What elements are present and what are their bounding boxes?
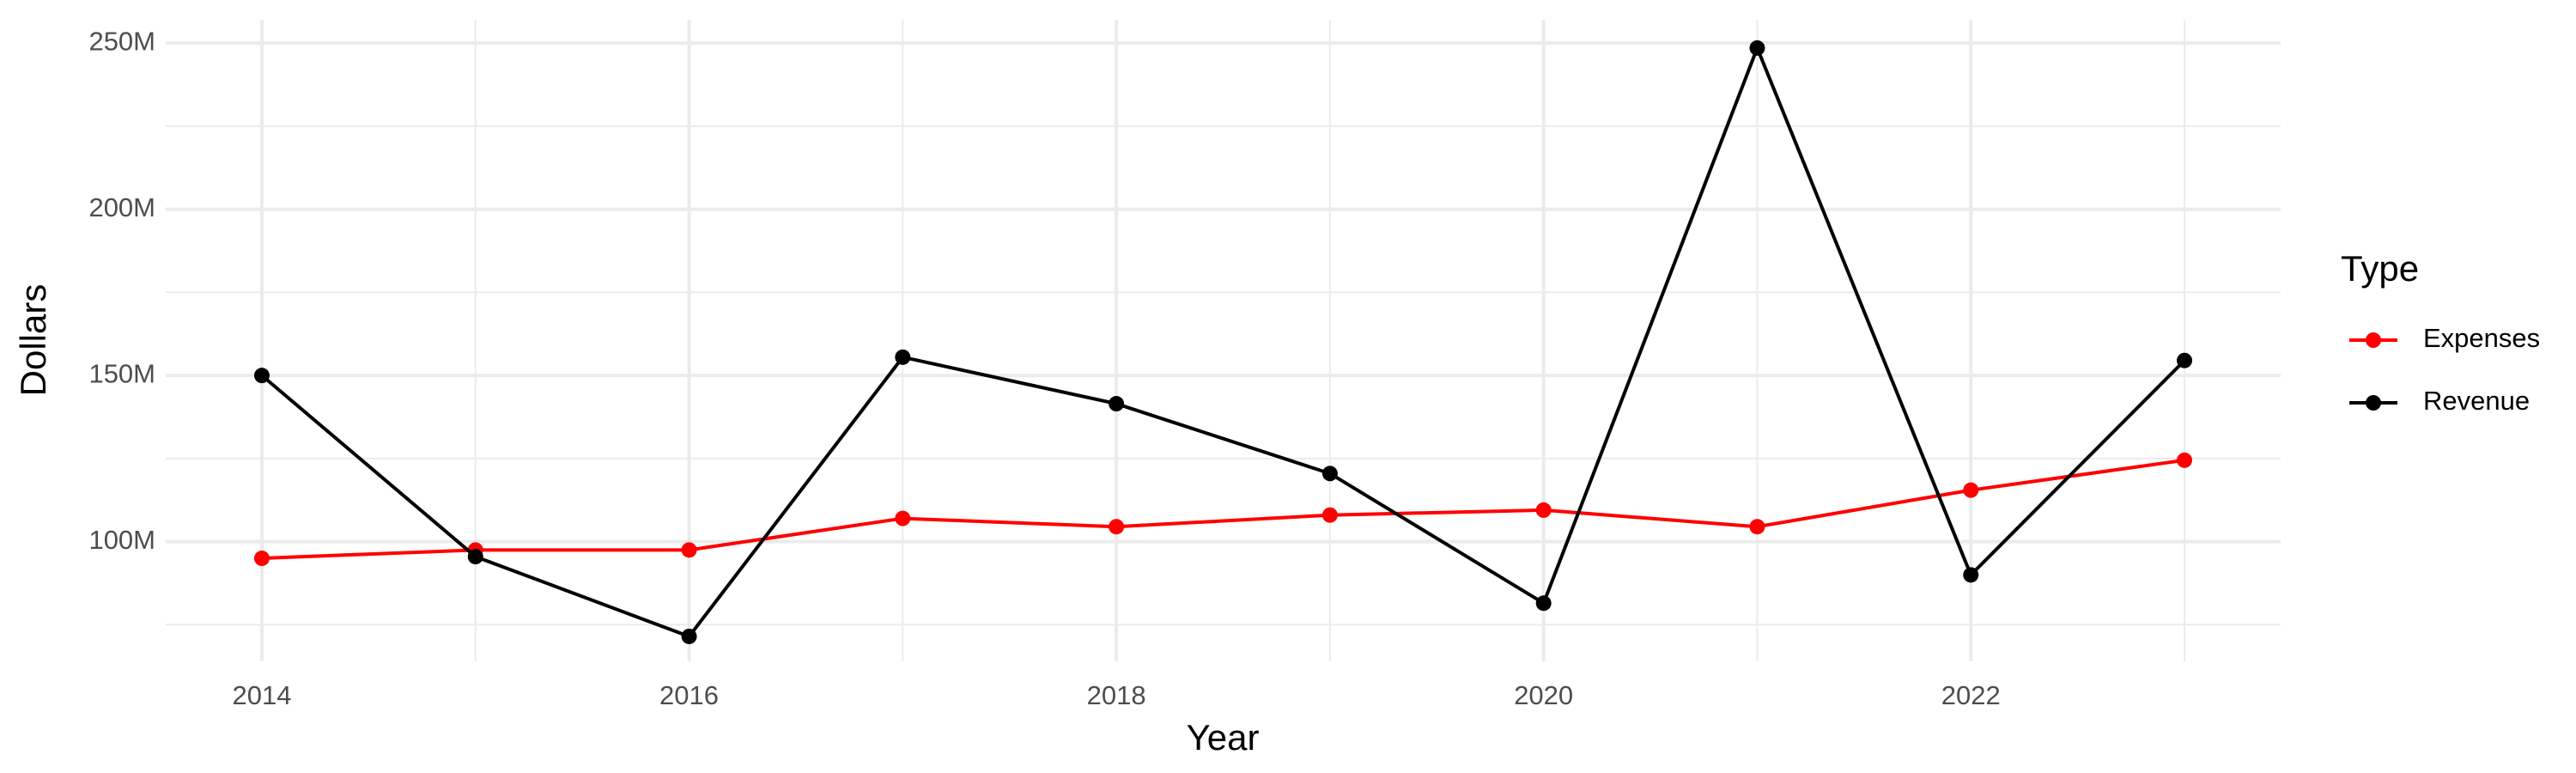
- data-point: [895, 510, 911, 526]
- series-line: [260, 43, 2186, 639]
- y-tick-label: 200M: [88, 192, 155, 222]
- data-point: [1321, 466, 1338, 482]
- data-point: [1963, 482, 1979, 498]
- x-tick-label: 2014: [232, 680, 291, 710]
- y-axis-title: Dollars: [13, 284, 53, 397]
- data-point: [1535, 595, 1552, 612]
- y-tick-label: 150M: [88, 358, 155, 388]
- y-tick-label: 250M: [88, 26, 155, 56]
- x-tick-label: 2022: [1941, 680, 2001, 710]
- data-point: [1749, 40, 1765, 56]
- series-line: [261, 458, 2185, 561]
- data-point: [681, 628, 697, 644]
- x-tick-label: 2020: [1514, 680, 1573, 710]
- data-point: [1749, 519, 1765, 535]
- data-point: [1963, 567, 1979, 583]
- x-tick-label: 2016: [659, 680, 719, 710]
- data-point: [1321, 507, 1338, 523]
- data-point: [681, 542, 697, 558]
- data-point: [253, 368, 270, 384]
- legend-marker: [2366, 332, 2381, 348]
- x-axis-title: Year: [1187, 717, 1260, 758]
- x-tick-label: 2018: [1087, 680, 1146, 710]
- data-point: [467, 549, 483, 565]
- legend-label: Expenses: [2423, 323, 2540, 353]
- data-point: [2177, 352, 2193, 368]
- data-point: [1535, 502, 1552, 518]
- data-point: [895, 349, 911, 365]
- y-tick-label: 100M: [88, 525, 155, 555]
- legend-marker: [2366, 395, 2381, 411]
- legend-title: Type: [2341, 248, 2419, 289]
- legend-label: Revenue: [2423, 386, 2530, 416]
- data-point: [1109, 519, 1125, 535]
- data-point: [253, 551, 270, 567]
- data-point: [1109, 396, 1125, 412]
- grid: [166, 20, 2281, 661]
- data-point: [2177, 452, 2193, 468]
